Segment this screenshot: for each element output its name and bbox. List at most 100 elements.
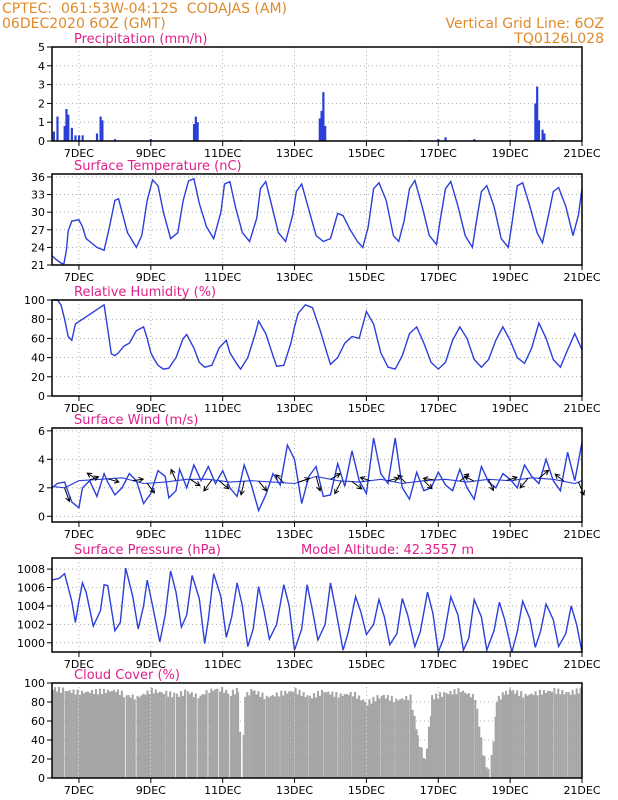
cloud-cover-bar [194, 693, 197, 778]
cloud-cover-bar [378, 698, 381, 778]
cloud-cover-bar [286, 693, 289, 778]
precip-bar [101, 120, 104, 141]
y-tick-label: 100 [24, 294, 45, 307]
cloud-cover-bar [144, 694, 147, 778]
cloud-cover-bar [183, 689, 187, 778]
cloud-cover-bar [92, 694, 96, 778]
cloud-cover-bar [62, 687, 65, 778]
cloud-cover-bar [171, 697, 174, 778]
cloud-cover-bar [257, 691, 260, 778]
precip-bar [149, 139, 153, 141]
cloud-cover-bar [323, 692, 326, 778]
cloud-cover-bar [433, 699, 436, 778]
y-tick-label: 80 [31, 696, 45, 709]
x-tick-label: 11DEC [204, 784, 241, 797]
cloud-cover-bar [106, 689, 110, 778]
y-tick-label: 1002 [17, 618, 45, 631]
cloud-cover-bar [333, 696, 336, 778]
cloud-cover-bar [255, 694, 258, 778]
panel-frame [51, 46, 583, 142]
cloud-cover-bar [494, 716, 497, 778]
cloud-cover-bar [70, 693, 73, 778]
cloud-cover-bar [214, 689, 217, 778]
cloud-cover-bar [173, 692, 176, 778]
precip-bar [113, 139, 117, 141]
cloud-cover-bar [522, 697, 525, 778]
cloud-cover-bar [429, 716, 432, 778]
cloud-cover-bar [253, 690, 256, 778]
y-tick-label: 40 [31, 734, 45, 747]
wind-arrow [330, 473, 341, 480]
x-tick-label: 21DEC [563, 271, 600, 284]
precip-bar [537, 120, 541, 141]
panel-2 [47, 173, 583, 270]
y-tick-label: 2 [38, 97, 45, 110]
cloud-cover-bar [437, 698, 440, 778]
cloud-cover-bar [457, 688, 460, 778]
cloud-cover-bar [504, 690, 508, 778]
cloud-cover-bar [382, 694, 385, 778]
x-tick-label: 19DEC [492, 528, 529, 541]
cloud-cover-bar [231, 689, 234, 778]
cloud-cover-bar [461, 690, 464, 778]
cloud-cover-bar [259, 697, 262, 778]
x-tick-label: 19DEC [492, 402, 529, 415]
cloud-cover-bar [343, 694, 346, 778]
y-tick-label: 36 [31, 171, 45, 184]
cloud-cover-bar [532, 695, 535, 778]
cloud-cover-bar [465, 694, 468, 778]
x-tick-label: 21DEC [563, 402, 600, 415]
cloud-cover-bar [267, 697, 270, 778]
y-tick-label: 0 [38, 772, 45, 785]
cloud-cover-bar [120, 690, 123, 778]
wind-arrow [239, 481, 245, 496]
cloud-cover-bar [339, 693, 342, 778]
x-tick-label: 7DEC [64, 271, 94, 284]
x-tick-label: 13DEC [276, 402, 313, 415]
cloud-cover-bar [502, 694, 506, 778]
cloud-cover-bar [298, 689, 301, 778]
cloud-cover-bar [235, 687, 238, 778]
x-tick-label: 9DEC [136, 147, 166, 160]
cloud-cover-bar [347, 695, 350, 778]
y-tick-label: 4 [38, 453, 45, 466]
cloud-cover-bar [490, 754, 493, 778]
wind-arrow [538, 469, 550, 479]
wind-arrow [315, 476, 322, 492]
cloud-cover-bar [544, 692, 547, 778]
cloud-cover-bar [331, 691, 334, 778]
y-tick-label: 4 [38, 60, 45, 73]
precip-bar [320, 110, 323, 141]
wind-arrow [297, 477, 311, 483]
cloud-cover-bar [329, 694, 332, 778]
cloud-cover-bar [376, 695, 379, 778]
precip-bar [324, 125, 327, 141]
precip-bar [541, 129, 544, 141]
panel-frame [51, 299, 583, 397]
cloud-cover-bar [212, 690, 215, 778]
x-tick-label: 21DEC [563, 784, 600, 797]
x-tick-label: 13DEC [276, 784, 313, 797]
cloud-cover-bar [221, 687, 224, 778]
y-tick-label: 21 [31, 259, 45, 272]
cloud-cover-bar [251, 691, 254, 778]
wind-arrow [506, 475, 518, 482]
cloud-cover-bar [300, 696, 303, 778]
cloud-cover-bar [138, 697, 141, 778]
header-station: CPTEC: 061:53W-04:12S CODAJAS (AM) [2, 1, 288, 17]
cloud-cover-bar [290, 691, 293, 778]
cloud-cover-bar [246, 692, 249, 778]
grid [52, 174, 583, 266]
y-tick-label: 6 [38, 425, 45, 438]
x-tick-label: 17DEC [420, 271, 457, 284]
cloud-cover-bar [133, 699, 136, 778]
cloud-cover-bar [294, 687, 297, 778]
precip-bar [74, 135, 77, 141]
wind-arrow [146, 483, 156, 494]
cloud-cover-bar [447, 694, 450, 778]
cloud-cover-bar [516, 690, 519, 778]
wind-arrow [359, 476, 371, 482]
cloud-cover-bar [510, 691, 513, 778]
cloud-cover-bar [114, 692, 117, 778]
cloud-cover-bar [563, 694, 566, 778]
